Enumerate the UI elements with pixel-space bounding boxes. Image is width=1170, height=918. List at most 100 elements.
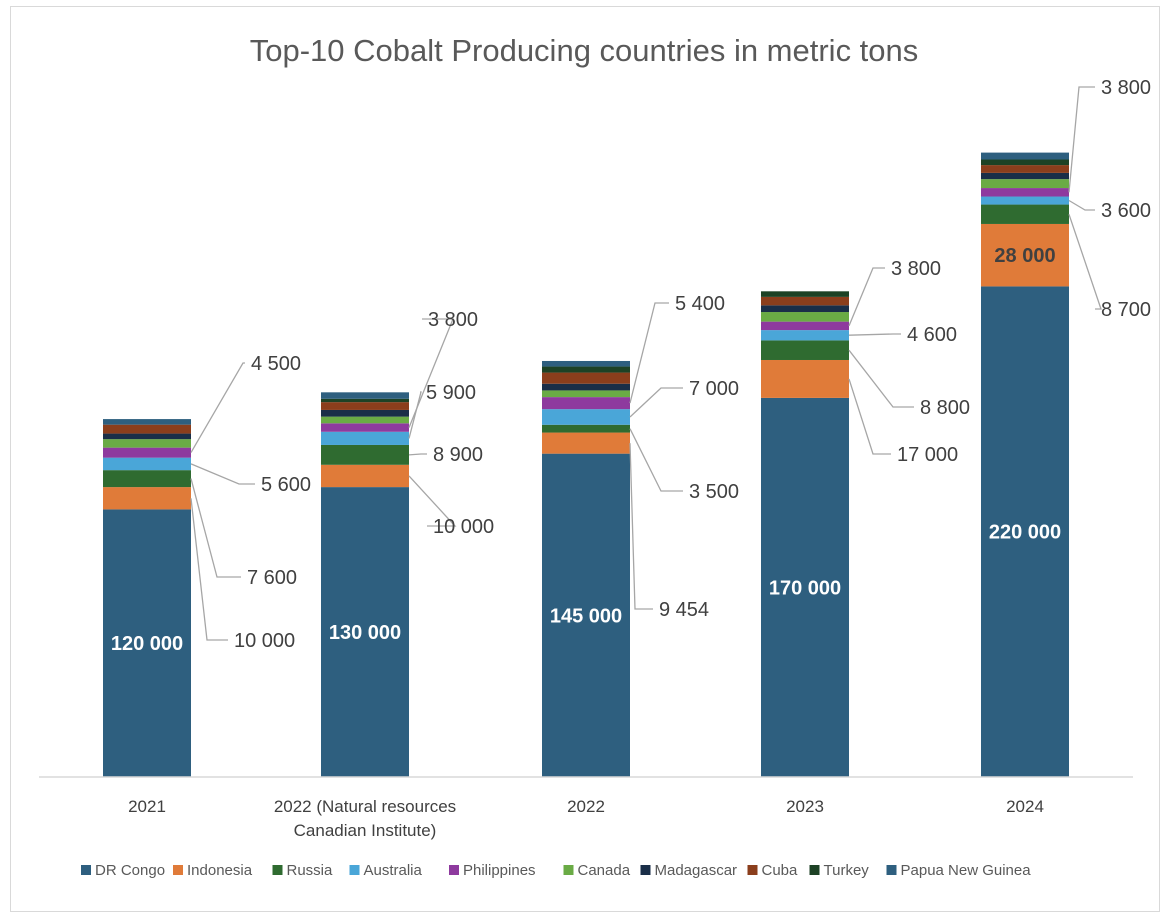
bar-segment xyxy=(321,444,409,465)
legend-label: Cuba xyxy=(762,862,799,879)
legend-swatch xyxy=(272,865,283,875)
bar-segment xyxy=(761,397,849,777)
bar-segment xyxy=(761,321,849,331)
legend-swatch xyxy=(809,865,820,875)
bar-segment xyxy=(542,372,630,384)
category-label: 2022 xyxy=(567,797,605,816)
data-label: 7 600 xyxy=(247,567,297,589)
bar-segment xyxy=(761,296,849,306)
legend-swatch xyxy=(886,865,897,875)
bar-segment xyxy=(321,487,409,777)
legend-swatch xyxy=(349,865,360,875)
legend-label: Indonesia xyxy=(187,862,253,879)
legend-label: Philippines xyxy=(463,862,536,879)
bar-segment xyxy=(542,409,630,425)
bar-segment xyxy=(981,286,1069,777)
bar-segment xyxy=(981,165,1069,173)
category-label: 2021 xyxy=(128,797,166,816)
bar-segment xyxy=(321,402,409,410)
data-label: 3 800 xyxy=(1101,77,1151,99)
data-label: 8 900 xyxy=(433,444,483,466)
bar-segment xyxy=(761,330,849,341)
leader-line xyxy=(848,349,914,408)
data-label: 17 000 xyxy=(897,444,958,466)
legend: DR Congo Indonesia Russia Australia Philippi… xyxy=(81,862,1031,879)
bar-segment xyxy=(542,424,630,433)
legend-label: Russia xyxy=(287,862,334,879)
bar-segment xyxy=(103,457,191,471)
bar-segment xyxy=(321,398,409,403)
bar-segment xyxy=(542,383,630,391)
data-label: 4 600 xyxy=(907,324,957,346)
category-label: 2023 xyxy=(786,797,824,816)
data-label: 3 600 xyxy=(1101,200,1151,222)
leader-line xyxy=(190,478,241,578)
legend-swatch xyxy=(640,865,651,875)
data-label: 170 000 xyxy=(769,577,841,599)
bar-segment xyxy=(981,223,1069,287)
leader-line xyxy=(848,333,901,336)
data-label: 5 600 xyxy=(261,474,311,496)
bar-segment xyxy=(761,305,849,313)
bar-segment xyxy=(981,204,1069,224)
leader-line xyxy=(629,443,653,610)
chart-title: Top-10 Cobalt Producing countries in met… xyxy=(250,33,919,68)
data-label: 130 000 xyxy=(329,622,401,644)
bar-segment xyxy=(321,416,409,424)
leader-line xyxy=(1068,86,1095,193)
data-label: 120 000 xyxy=(111,633,183,655)
bar-segment xyxy=(981,152,1069,160)
bar-segment xyxy=(321,409,409,417)
bar-segment xyxy=(761,359,849,398)
data-label: 220 000 xyxy=(989,522,1061,544)
bar-segment xyxy=(103,433,191,440)
data-label: 28 000 xyxy=(994,245,1055,267)
bars-group xyxy=(103,152,1069,777)
bar-segment xyxy=(103,439,191,448)
category-labels-group: 2021 2022 (Natural resources Canadian Inst… xyxy=(128,797,1044,840)
bar-segment xyxy=(542,360,630,367)
chart-svg: Top-10 Cobalt Producing countries in met… xyxy=(39,33,1151,879)
chart-frame: Top-10 Cobalt Producing countries in met… xyxy=(10,6,1160,912)
legend-label: Turkey xyxy=(824,862,870,879)
bar-segment xyxy=(103,419,191,425)
bar-segment xyxy=(103,470,191,488)
leader-line xyxy=(848,267,885,327)
bar-segment xyxy=(761,312,849,322)
data-label: 10 000 xyxy=(234,630,295,652)
leader-line xyxy=(408,453,427,456)
bar-segment xyxy=(542,453,630,777)
bar-segment xyxy=(542,366,630,373)
data-label: 3 800 xyxy=(428,309,478,331)
data-label: 3 500 xyxy=(689,481,739,503)
bar-segment xyxy=(321,392,409,399)
leader-line xyxy=(629,428,683,492)
leader-line xyxy=(848,378,891,455)
leader-line xyxy=(629,302,669,404)
data-label: 9 454 xyxy=(659,599,709,621)
bar-segment xyxy=(981,159,1069,166)
bar-segment xyxy=(321,464,409,488)
legend-swatch xyxy=(747,865,758,875)
data-label: 5 400 xyxy=(675,293,725,315)
leader-line xyxy=(408,318,454,428)
leader-lines-group xyxy=(190,86,1102,641)
legend-label: Papua New Guinea xyxy=(901,862,1032,879)
bar-segment xyxy=(321,423,409,432)
data-label: 4 500 xyxy=(251,353,301,375)
bar-segment xyxy=(761,340,849,360)
bar-segment xyxy=(103,509,191,777)
leader-line xyxy=(190,362,245,453)
leader-line xyxy=(408,475,457,527)
legend-label: Madagascar xyxy=(655,862,738,879)
category-label: Canadian Institute) xyxy=(294,821,437,840)
bar-segment xyxy=(981,172,1069,180)
data-label: 3 800 xyxy=(891,258,941,280)
bar-segment xyxy=(761,291,849,297)
bar-segment xyxy=(981,188,1069,197)
bar-segment xyxy=(321,431,409,445)
leader-line xyxy=(190,463,255,485)
bar-segment xyxy=(103,424,191,434)
bar-segment xyxy=(103,447,191,458)
bar-segment xyxy=(542,390,630,398)
